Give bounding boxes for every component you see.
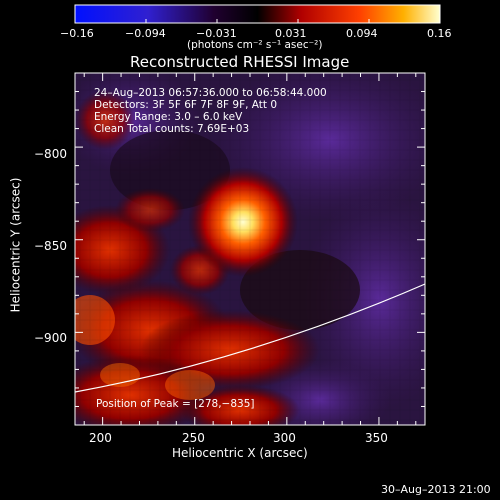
x-tick-label: 300 (273, 431, 296, 445)
colorbar (74, 4, 441, 24)
y-tick-label: −800 (34, 147, 67, 161)
colorbar-tick-label: −0.094 (125, 27, 166, 40)
x-tick-label: 250 (182, 431, 205, 445)
x-tick-label: 200 (89, 431, 112, 445)
info-line-detectors: Detectors: 3F 5F 6F 7F 8F 9F, Att 0 (94, 99, 278, 111)
colorbar-tick-label: −0.16 (60, 27, 94, 40)
solar-limb-line (75, 283, 425, 393)
plot-title: Reconstructed RHESSI Image (130, 53, 350, 71)
info-line-clean: Clean Total counts: 7.69E+03 (94, 123, 250, 135)
y-tick-label: −850 (34, 239, 67, 253)
y-axis-title: Heliocentric Y (arcsec) (8, 177, 23, 313)
colorbar-tick-label: −0.031 (196, 27, 237, 40)
x-axis-title: Heliocentric X (arcsec) (172, 446, 308, 460)
colorbar-units: (photons cm⁻² s⁻¹ asec⁻²) (187, 39, 323, 51)
colorbar-tick-label: 0.094 (346, 27, 378, 40)
timestamp: 30–Aug–2013 21:00 (381, 483, 491, 496)
peak-position-label: Position of Peak = [278,−835] (96, 398, 255, 410)
colorbar-tick-label: 0.16 (427, 27, 452, 40)
info-line-energy: Energy Range: 3.0 – 6.0 keV (94, 111, 243, 123)
x-tick-label: 350 (365, 431, 388, 445)
colorbar-ticks (74, 19, 441, 23)
y-tick-label: −900 (34, 331, 67, 345)
axis-ticks (75, 73, 425, 425)
info-line-time: 24–Aug–2013 06:57:36.000 to 06:58:44.000 (94, 87, 327, 99)
colorbar-tick-label: 0.031 (275, 27, 307, 40)
rhessi-image (75, 73, 425, 425)
